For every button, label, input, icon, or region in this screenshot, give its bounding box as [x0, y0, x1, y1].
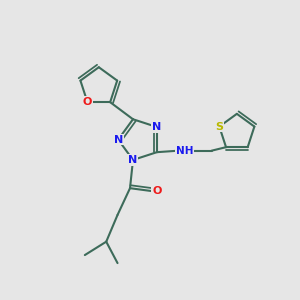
- Text: NH: NH: [176, 146, 193, 156]
- Text: N: N: [152, 122, 161, 132]
- Text: O: O: [83, 97, 92, 107]
- Text: N: N: [114, 135, 123, 145]
- Text: S: S: [215, 122, 223, 132]
- Text: N: N: [128, 155, 138, 165]
- Text: O: O: [152, 186, 161, 196]
